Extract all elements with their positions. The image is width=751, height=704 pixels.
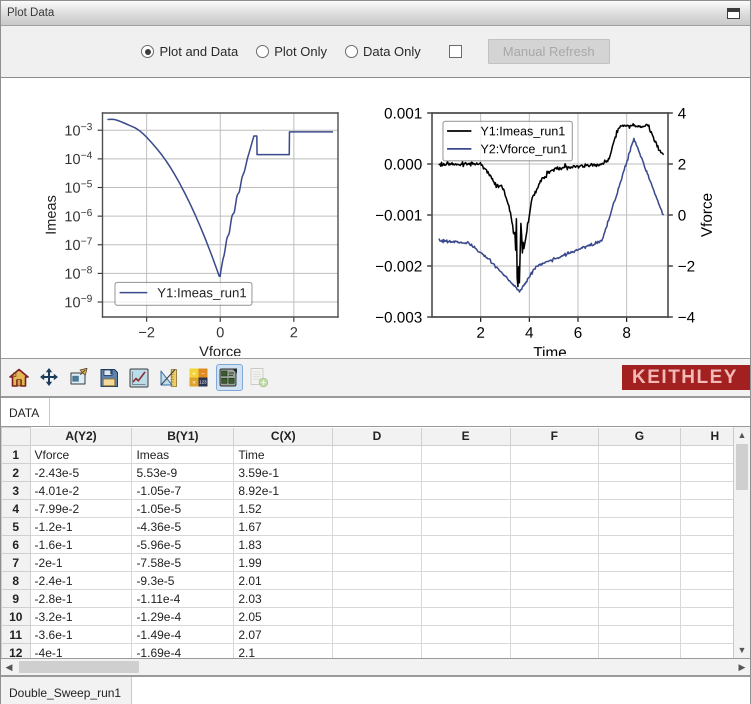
svg-text:+: + [192,370,196,377]
svg-text:−: − [201,370,205,377]
svg-text:123: 123 [199,379,207,384]
svg-text:×: × [192,379,196,386]
